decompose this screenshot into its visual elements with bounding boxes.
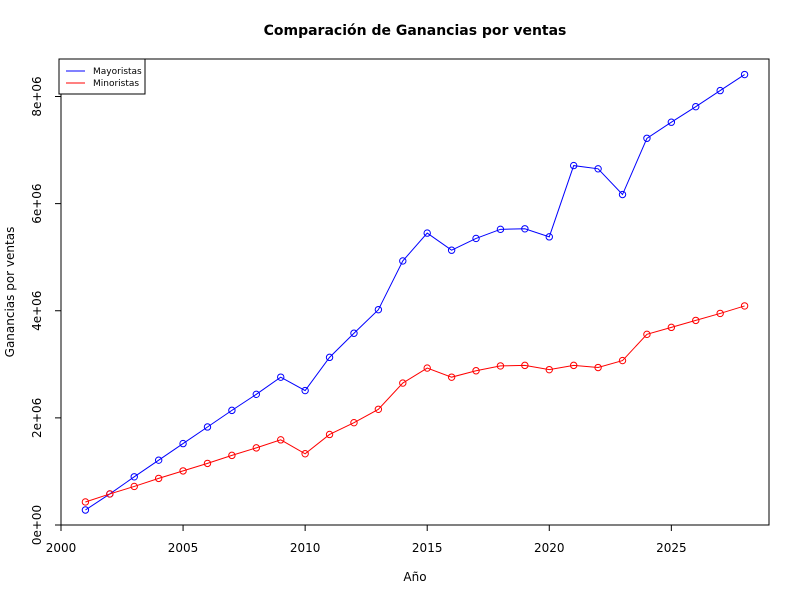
- data-point: [228, 406, 236, 415]
- data-point: [496, 362, 505, 370]
- y-tick-label: 4e+06: [30, 291, 44, 331]
- y-tick-label: 2e+06: [30, 398, 44, 438]
- data-point: [667, 118, 676, 126]
- series-minoristas: [81, 302, 749, 506]
- data-point: [692, 316, 700, 325]
- data-point: [130, 473, 138, 481]
- data-point: [545, 233, 553, 241]
- x-tick-label: 2015: [412, 541, 443, 555]
- data-point: [496, 225, 505, 234]
- data-point: [374, 405, 383, 414]
- legend-label: Mayoristas: [93, 67, 142, 77]
- legend-label: Minoristas: [93, 79, 139, 89]
- data-point: [716, 309, 724, 318]
- data-point: [301, 450, 309, 458]
- series-mayoristas: [81, 70, 749, 514]
- data-point: [374, 305, 383, 314]
- data-point: [472, 367, 480, 375]
- plot-area: [60, 58, 770, 526]
- data-point: [106, 490, 114, 498]
- data-point: [692, 102, 700, 111]
- y-axis: 0e+00 2e+06 4e+06 6e+06 8e+06: [30, 76, 62, 545]
- data-point: [252, 444, 261, 452]
- y-tick-label: 8e+06: [30, 76, 44, 116]
- x-tick-label: 2025: [656, 541, 687, 555]
- x-tick-label: 2020: [534, 541, 565, 555]
- data-point: [350, 329, 358, 337]
- x-tick-label: 2005: [168, 541, 199, 555]
- legend-box: [58, 58, 146, 95]
- data-point: [667, 323, 676, 332]
- data-point: [521, 361, 529, 370]
- data-point: [325, 430, 334, 439]
- data-point: [154, 474, 163, 483]
- series-line: [85, 305, 745, 503]
- data-point: [594, 363, 602, 372]
- data-point: [154, 456, 163, 464]
- data-point: [203, 423, 212, 431]
- data-point: [643, 134, 651, 142]
- data-point: [569, 161, 578, 170]
- x-axis: 2000 2005 2010 2015 2020 2025: [46, 524, 687, 555]
- chart-title: Comparación de Ganancias por ventas: [264, 23, 567, 39]
- data-point: [81, 498, 90, 506]
- data-point: [716, 86, 724, 95]
- data-point: [399, 379, 407, 387]
- data-point: [521, 225, 529, 233]
- data-point: [277, 373, 285, 381]
- data-point: [545, 365, 553, 374]
- series-line: [85, 74, 745, 511]
- series-layer: [81, 70, 749, 514]
- data-point: [618, 190, 627, 199]
- y-axis-title: Ganancias por ventas: [3, 227, 17, 358]
- legend: Mayoristas Minoristas: [58, 58, 146, 95]
- data-point: [472, 234, 480, 243]
- data-point: [740, 70, 749, 79]
- data-point: [203, 459, 212, 468]
- data-point: [350, 418, 358, 427]
- x-tick-label: 2010: [290, 541, 321, 555]
- data-point: [179, 467, 187, 475]
- data-point: [130, 482, 138, 491]
- data-point: [594, 165, 602, 173]
- data-point: [81, 506, 90, 514]
- data-point: [447, 246, 456, 254]
- data-point: [399, 257, 407, 265]
- data-point: [569, 361, 578, 370]
- data-point: [228, 451, 236, 460]
- data-point: [179, 439, 187, 448]
- data-point: [618, 356, 627, 365]
- y-tick-label: 6e+06: [30, 183, 44, 223]
- data-point: [252, 390, 261, 399]
- data-point: [301, 386, 309, 395]
- data-point: [447, 373, 456, 381]
- data-point: [423, 364, 431, 372]
- data-point: [740, 302, 749, 310]
- data-point: [325, 353, 334, 362]
- x-tick-label: 2000: [46, 541, 77, 555]
- data-point: [277, 436, 285, 444]
- y-tick-label: 0e+00: [30, 505, 44, 545]
- data-point: [423, 229, 431, 237]
- x-axis-title: Año: [403, 570, 426, 584]
- data-point: [643, 330, 651, 339]
